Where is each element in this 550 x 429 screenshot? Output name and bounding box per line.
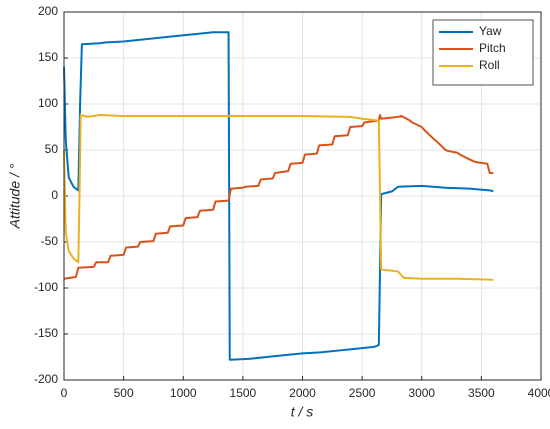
x-tick-label: 500 — [114, 386, 134, 400]
legend-box — [432, 19, 534, 86]
series-line — [63, 114, 494, 280]
y-tick-label: -50 — [41, 234, 59, 248]
lines — [63, 31, 494, 361]
x-tick-label: 2500 — [349, 386, 376, 400]
x-tick-label: 2000 — [289, 386, 316, 400]
x-tick-label: 1000 — [170, 386, 197, 400]
y-tick-label: -100 — [34, 280, 58, 294]
grid — [63, 11, 542, 381]
x-tick-label: 3500 — [468, 386, 495, 400]
y-tick-label: 50 — [45, 142, 59, 156]
series-line — [63, 31, 494, 361]
y-tick-label: 200 — [38, 4, 58, 18]
legend-label: Yaw — [479, 24, 502, 38]
y-tick-label: -150 — [34, 326, 58, 340]
y-tick-label: 150 — [38, 50, 58, 64]
x-tick-label: 4000 — [528, 386, 550, 400]
x-axis-label: t / s — [291, 404, 314, 420]
x-tick-label: 1500 — [230, 386, 257, 400]
x-tick-label: 0 — [61, 386, 68, 400]
y-axis-label: Attitude / ° — [7, 163, 23, 229]
y-tick-label: 0 — [51, 188, 58, 202]
legend-label: Pitch — [479, 41, 506, 55]
x-tick-label: 3000 — [408, 386, 435, 400]
y-tick-label: 100 — [38, 96, 58, 110]
series-line — [63, 114, 494, 281]
legend-label: Roll — [479, 58, 500, 72]
y-tick-label: -200 — [34, 372, 58, 386]
legend: Yaw Pitch Roll — [432, 19, 534, 86]
plot-frame — [63, 11, 542, 381]
